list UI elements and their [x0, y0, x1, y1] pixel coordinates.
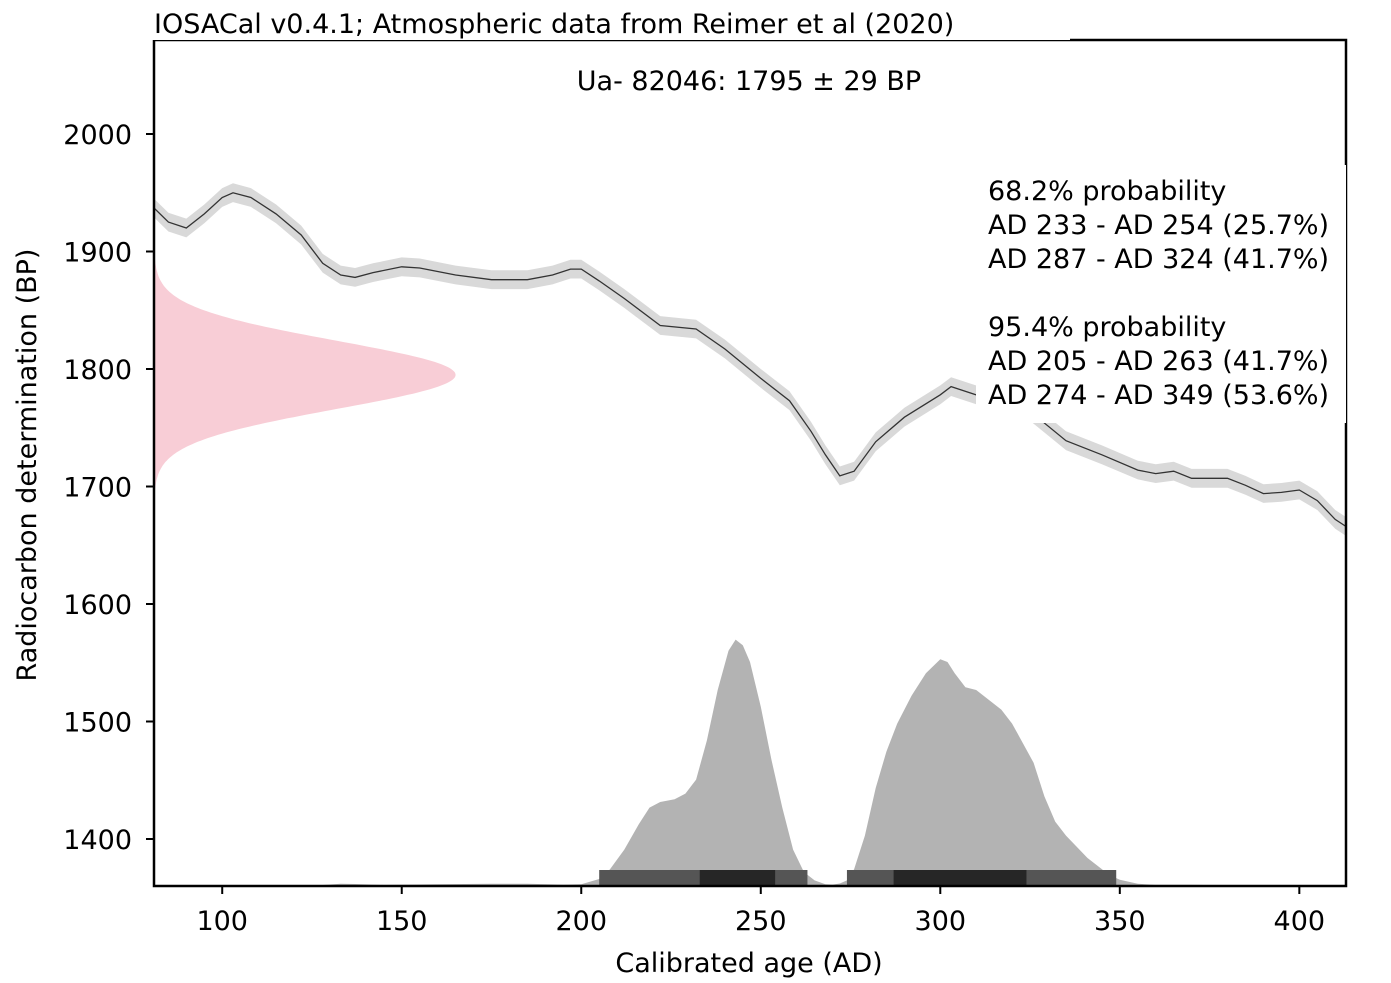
radiocarbon-distribution [154, 238, 456, 512]
annotation-line: 95.4% probability [988, 312, 1226, 343]
x-axis-label: Calibrated age (AD) [615, 948, 882, 979]
y-axis-label: Radiocarbon determination (BP) [12, 249, 43, 682]
range-68-bar-1 [699, 870, 776, 886]
x-tick-label: 100 [196, 906, 248, 937]
calibration-curve-band [154, 183, 1346, 536]
annotation-line: AD 233 - AD 254 (25.7%) [988, 210, 1329, 241]
calibration-curve-line [154, 192, 1346, 528]
chart-title: IOSACal v0.4.1; Atmospheric data from Re… [154, 9, 954, 40]
chart-subtitle: Ua- 82046: 1795 ± 29 BP [577, 66, 921, 97]
annotation-line: AD 287 - AD 324 (41.7%) [988, 244, 1329, 275]
x-tick-label: 150 [376, 906, 428, 937]
range-68-bar-2 [893, 870, 1027, 886]
calibrated-distribution [154, 639, 1346, 886]
plot-content [154, 183, 1346, 886]
y-tick-label: 1600 [63, 590, 132, 621]
title-background [150, 0, 1070, 40]
annotation-line: AD 274 - AD 349 (53.6%) [988, 380, 1329, 411]
annotation-line: AD 205 - AD 263 (41.7%) [988, 346, 1329, 377]
y-tick-label: 1800 [63, 355, 132, 386]
x-tick-label: 200 [555, 906, 607, 937]
annotation-background [976, 165, 1346, 423]
x-tick-label: 400 [1274, 906, 1326, 937]
y-tick-label: 2000 [63, 120, 132, 151]
x-tick-label: 300 [915, 906, 967, 937]
y-tick-label: 1900 [63, 238, 132, 269]
x-tick-label: 350 [1094, 906, 1146, 937]
y-tick-label: 1700 [63, 473, 132, 504]
y-tick-label: 1500 [63, 708, 132, 739]
x-tick-label: 250 [735, 906, 787, 937]
y-tick-label: 1400 [63, 825, 132, 856]
plot-area: 100 150 200 250 300 350 400 1400 1500 1600 1700 180… [63, 38, 1348, 937]
annotation-line: 68.2% probability [988, 176, 1226, 207]
